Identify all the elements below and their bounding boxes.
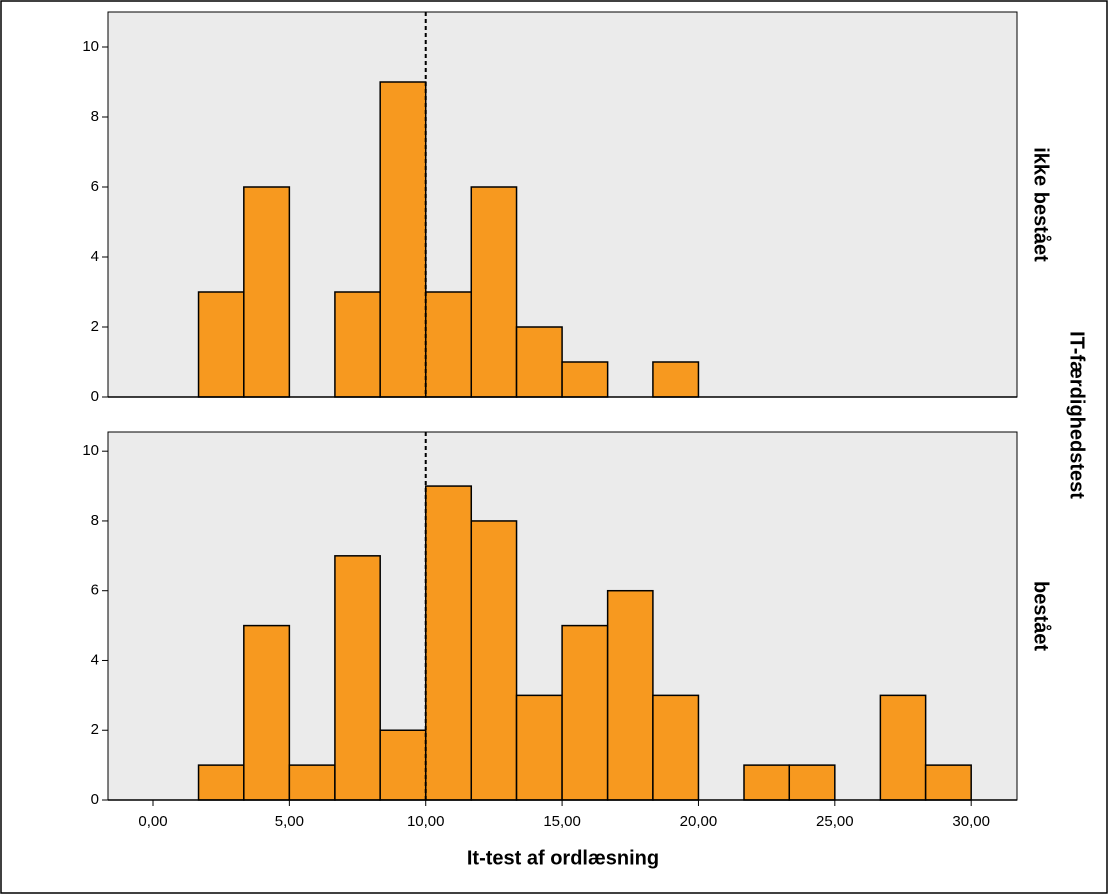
bar — [788, 764, 836, 801]
bar — [243, 186, 291, 398]
x-tick-label: 5,00 — [275, 813, 304, 830]
bar — [743, 764, 791, 801]
x-tick-label: 25,00 — [816, 813, 854, 830]
bar — [515, 326, 563, 398]
bar — [379, 729, 427, 801]
panel-label: bestået — [1030, 581, 1053, 651]
bar — [197, 291, 245, 398]
bar — [243, 624, 291, 801]
bar — [424, 291, 473, 398]
bar — [561, 624, 609, 801]
y-tick-label: 10 — [82, 442, 99, 459]
x-tick-label: 15,00 — [543, 813, 581, 830]
bar — [470, 186, 518, 398]
y-tick-label: 8 — [91, 512, 99, 529]
y-tick-label: 2 — [91, 721, 99, 738]
bar — [561, 361, 609, 398]
bar — [924, 764, 972, 801]
bar — [379, 81, 427, 398]
bar — [652, 361, 700, 398]
x-tick-label: 0,00 — [138, 813, 167, 830]
y-tick-label: 0 — [91, 791, 99, 808]
y-tick-label: 2 — [91, 318, 99, 335]
y-tick-label: 6 — [91, 178, 99, 195]
panel-label: ikke bestået — [1030, 147, 1053, 262]
y-tick-label: 4 — [91, 651, 99, 668]
bar — [288, 764, 336, 801]
bar — [515, 694, 563, 801]
bar — [334, 291, 381, 398]
bar — [334, 555, 381, 801]
bar — [606, 589, 654, 801]
y-tick-label: 6 — [91, 582, 99, 599]
x-tick-label: 30,00 — [952, 813, 990, 830]
y-tick-label: 8 — [91, 108, 99, 125]
x-tick-label: 20,00 — [680, 813, 718, 830]
facet-title: IT-færdighedstest — [1066, 331, 1088, 499]
bar — [424, 485, 473, 801]
bar — [470, 520, 518, 801]
y-tick-label: 0 — [91, 388, 99, 405]
bar — [652, 694, 700, 801]
x-axis-title: It-test af ordlæsning — [467, 847, 659, 869]
bar — [879, 694, 927, 801]
bar — [197, 764, 245, 801]
y-tick-label: 10 — [82, 38, 99, 55]
x-tick-label: 10,00 — [407, 813, 445, 830]
y-tick-label: 4 — [91, 248, 99, 265]
